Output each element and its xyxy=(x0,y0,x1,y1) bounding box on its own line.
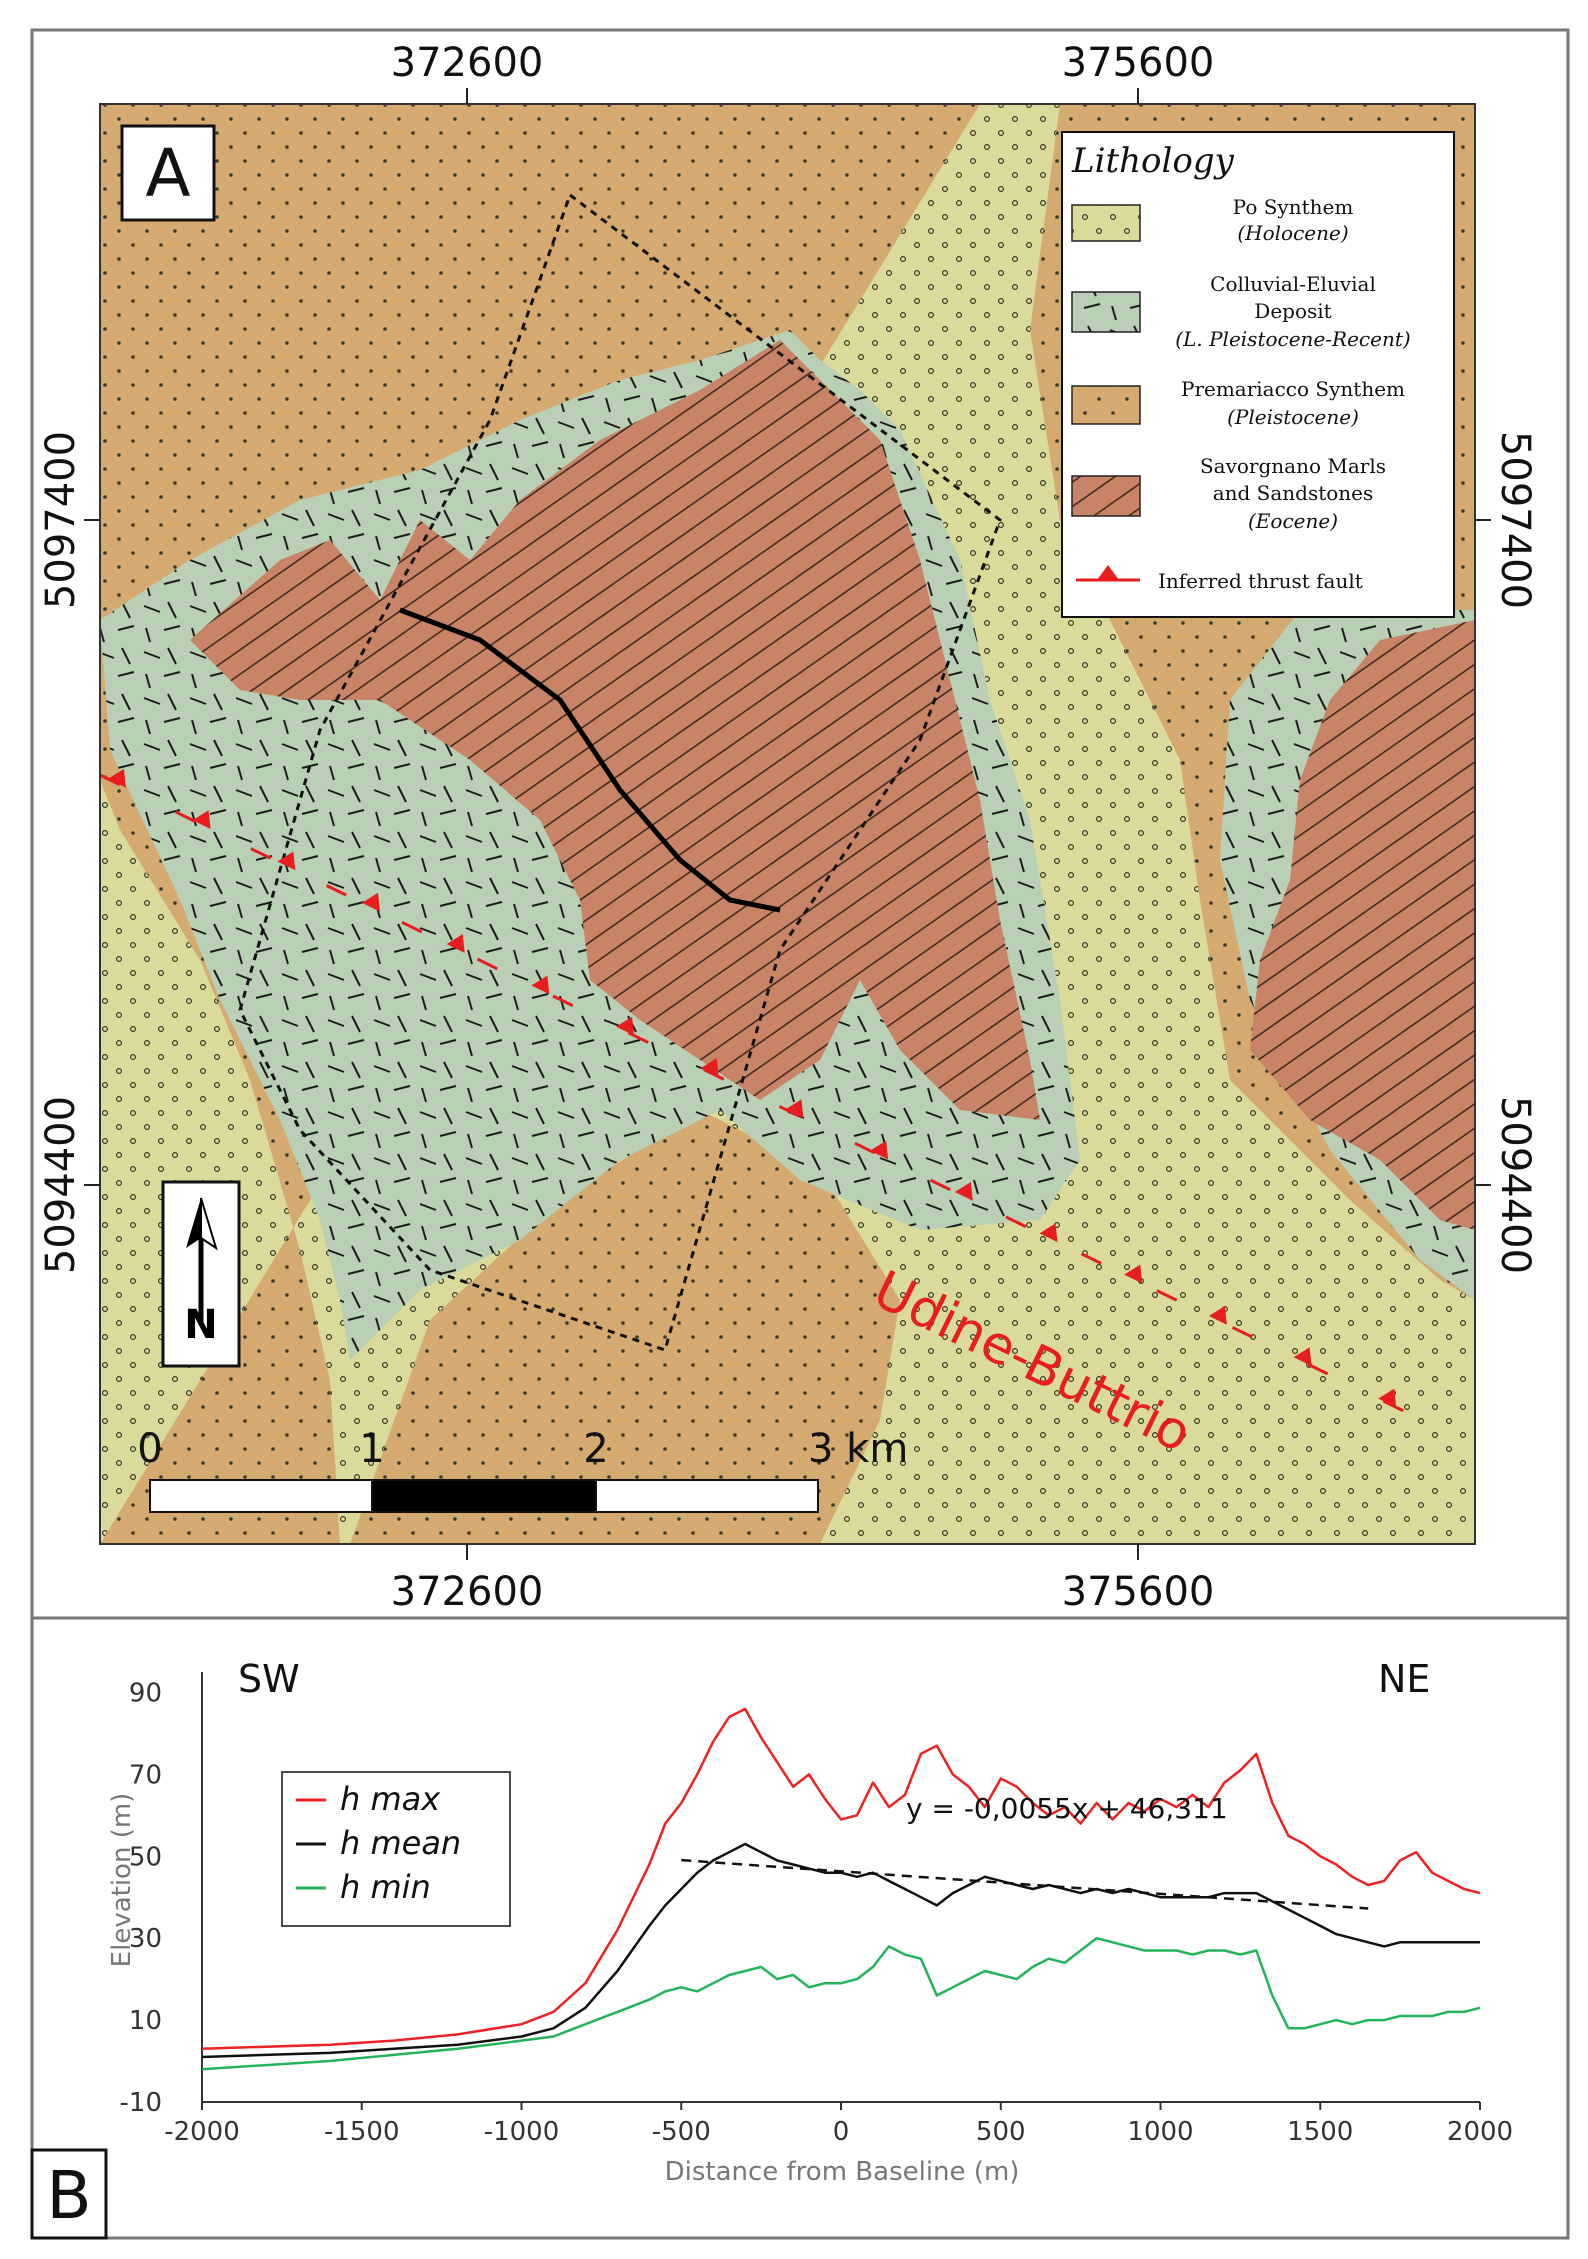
scale-label-0: 0 xyxy=(137,1426,162,1472)
fault-tooth xyxy=(700,1058,719,1077)
y-tick-label: 50 xyxy=(129,1842,162,1872)
coord-bottom-left: 372600 xyxy=(391,1569,544,1615)
chart-legend: h max h mean h min xyxy=(281,1771,511,1927)
y-tick-label: 90 xyxy=(129,1678,162,1708)
scale-label-1: 1 xyxy=(359,1426,384,1472)
fault-tooth xyxy=(362,892,380,912)
y-tick-label: 70 xyxy=(129,1760,162,1790)
profile-chart: -2000 -1500 -1000 -500 0 500 1000 1500 2000 -10 1… xyxy=(107,1657,1513,2187)
panel-a: 372600 375600 372600 375600 5097400 5094… xyxy=(30,28,1570,1620)
x-tick-label: 0 xyxy=(833,2117,850,2147)
coord-left-lower: 5094400 xyxy=(38,1096,84,1274)
x-tick-label: -500 xyxy=(652,2117,711,2147)
fault-tooth xyxy=(1378,1388,1397,1408)
scale-label-2: 2 xyxy=(583,1426,608,1472)
x-tick-label: -1000 xyxy=(484,2117,560,2147)
coord-top-right: 375600 xyxy=(1062,40,1215,86)
series-line-h-mean xyxy=(201,1842,1480,2059)
x-tick-label: -2000 xyxy=(164,2117,240,2147)
fault-tooth xyxy=(870,1140,889,1160)
x-tick-label: -1500 xyxy=(324,2117,400,2147)
panel-b: B -2000 -1500 -1000 -500 0 500 1000 1500 2000 -1… xyxy=(30,1616,1570,2240)
series-line-h-max xyxy=(201,1707,1481,2051)
north-arrow: N xyxy=(161,1180,241,1368)
lithology-legend: Lithology Po Synthem (Holocene) Colluvia… xyxy=(1061,131,1455,618)
legend-age-colluvial: (L. Pleistocene-Recent) xyxy=(1175,327,1410,351)
study-area-outline xyxy=(238,192,1002,1352)
y-tick-label: 10 xyxy=(129,2006,162,2036)
legend-item-po: Po Synthem (Holocene) xyxy=(1071,195,1354,245)
profile-line xyxy=(399,607,781,913)
scale-label-3: 3 km xyxy=(808,1426,908,1472)
panel-a-label: A xyxy=(145,135,190,212)
legend-item-fault: Inferred thrust fault xyxy=(1076,565,1363,593)
coordinate-ticks xyxy=(84,88,1491,1560)
legend-age-savorgnano: (Eocene) xyxy=(1248,509,1338,533)
panel-b-label: B xyxy=(46,2157,91,2234)
fault-tooth xyxy=(616,1016,635,1036)
series-line-linear-fit xyxy=(681,1858,1369,1910)
legend-age-premariacco: (Pleistocene) xyxy=(1227,405,1359,429)
x-tick-label: 2000 xyxy=(1447,2117,1513,2147)
x-axis-title: Distance from Baseline (m) xyxy=(665,2157,1020,2187)
legend-name-savorgnano-1: Savorgnano Marls xyxy=(1200,454,1386,478)
x-tick-labels: -2000 -1500 -1000 -500 0 500 1000 1500 2000 xyxy=(164,2102,1513,2147)
legend-title: Lithology xyxy=(1071,141,1235,181)
legend-name-colluvial-1: Colluvial-Eluvial xyxy=(1210,272,1376,296)
legend-name-savorgnano-2: and Sandstones xyxy=(1213,481,1374,505)
map-frame xyxy=(99,103,1476,1545)
legend-item-premariacco: Premariacco Synthem (Pleistocene) xyxy=(1071,377,1405,429)
north-label: N xyxy=(184,1302,217,1348)
fault-tooth xyxy=(785,1099,804,1119)
coord-top-left: 372600 xyxy=(391,40,544,86)
fault-tooth xyxy=(531,975,550,995)
fault-tooth xyxy=(1124,1264,1143,1284)
legend-item-colluvial: Colluvial-Eluvial Deposit (L. Pleistocen… xyxy=(1071,272,1411,351)
fault-tooth xyxy=(1039,1223,1058,1243)
fault-tooth xyxy=(1208,1305,1227,1325)
coord-right-lower: 5094400 xyxy=(1492,1096,1538,1274)
fault-triangle-icon xyxy=(1097,565,1119,580)
unit-savorgnano xyxy=(190,340,1475,1230)
legend-name-premariacco: Premariacco Synthem xyxy=(1181,377,1405,401)
series-line-h-min xyxy=(201,1936,1481,2071)
fault-tooth xyxy=(107,768,126,788)
legend-fault-label: Inferred thrust fault xyxy=(1158,569,1363,593)
coord-right-upper: 5097400 xyxy=(1492,431,1538,609)
fault-tooth xyxy=(954,1182,973,1201)
scale-bar: 0 1 2 3 km xyxy=(137,1426,908,1513)
fault-tooth xyxy=(446,934,465,953)
panel-b-frame xyxy=(30,1616,1570,2240)
fault-tooth xyxy=(277,851,296,871)
y-tick-label: 30 xyxy=(129,1924,162,1954)
legend-age-po: (Holocene) xyxy=(1237,221,1348,245)
x-tick-label: 1000 xyxy=(1127,2117,1193,2147)
legend-label: h max xyxy=(340,1780,441,1818)
x-tick-label: 1500 xyxy=(1287,2117,1353,2147)
direction-sw: SW xyxy=(238,1657,300,1701)
direction-ne: NE xyxy=(1378,1657,1430,1701)
coord-left-upper: 5097400 xyxy=(38,431,84,609)
geologic-map xyxy=(100,104,1475,1544)
legend-name-colluvial-2: Deposit xyxy=(1254,299,1331,323)
legend-label: h mean xyxy=(340,1824,461,1862)
legend-item-savorgnano: Savorgnano Marls and Sandstones (Eocene) xyxy=(1071,454,1386,533)
panel-b-label-box xyxy=(30,2148,108,2240)
x-tick-label: 500 xyxy=(976,2117,1026,2147)
legend-label: h min xyxy=(340,1868,431,1906)
fault-tooth xyxy=(192,810,211,829)
regression-equation: y = -0,0055x + 46,311 xyxy=(906,1792,1228,1825)
y-tick-label: -10 xyxy=(120,2088,162,2118)
panel-a-label-box xyxy=(120,124,216,222)
coord-bottom-right: 375600 xyxy=(1062,1569,1215,1615)
thrust-fault-teeth xyxy=(107,768,1397,1408)
y-axis-title: Elevation (m) xyxy=(107,1793,137,1968)
series-layer xyxy=(201,1707,1481,2071)
fault-tooth xyxy=(1293,1347,1312,1367)
legend-name-po: Po Synthem xyxy=(1233,195,1354,219)
y-tick-labels: -10 10 30 50 70 90 xyxy=(120,1678,162,2118)
